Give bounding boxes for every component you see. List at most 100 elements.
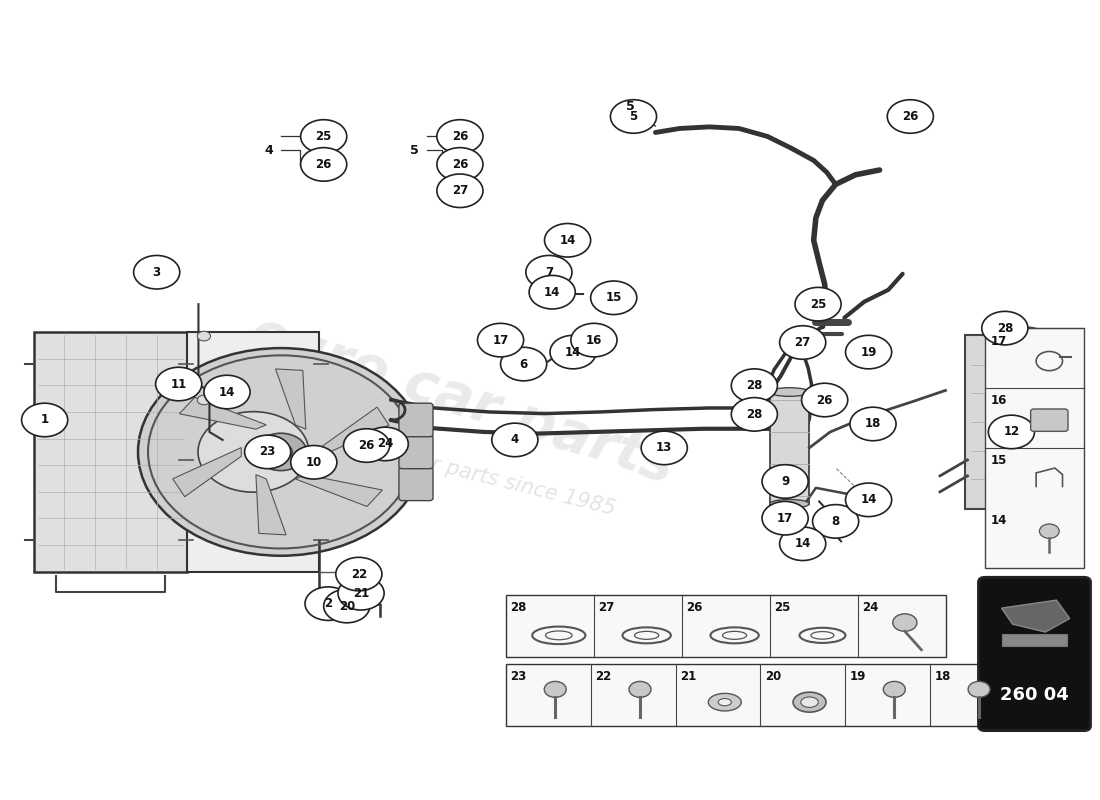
- Text: 28: 28: [746, 379, 762, 392]
- Circle shape: [802, 383, 848, 417]
- Circle shape: [133, 255, 179, 289]
- Text: 20: 20: [339, 599, 355, 613]
- FancyBboxPatch shape: [506, 663, 1014, 726]
- Text: 15: 15: [605, 291, 621, 304]
- FancyBboxPatch shape: [1001, 634, 1067, 646]
- FancyBboxPatch shape: [979, 578, 1090, 730]
- Text: 26: 26: [902, 110, 918, 123]
- Circle shape: [544, 682, 566, 698]
- Text: 14: 14: [565, 346, 581, 358]
- Ellipse shape: [708, 694, 741, 711]
- Text: 28: 28: [510, 602, 527, 614]
- Circle shape: [526, 255, 572, 289]
- Ellipse shape: [801, 697, 818, 707]
- Text: 7: 7: [544, 266, 553, 278]
- Circle shape: [571, 323, 617, 357]
- Ellipse shape: [770, 388, 810, 396]
- Ellipse shape: [770, 499, 810, 508]
- Text: euro car parts: euro car parts: [243, 306, 681, 494]
- Circle shape: [300, 120, 346, 154]
- FancyBboxPatch shape: [34, 332, 187, 572]
- Circle shape: [591, 281, 637, 314]
- Text: 8: 8: [832, 515, 839, 528]
- Circle shape: [492, 423, 538, 457]
- Circle shape: [732, 369, 778, 402]
- Text: 9: 9: [781, 475, 789, 488]
- Circle shape: [477, 323, 524, 357]
- Circle shape: [762, 502, 808, 535]
- Text: 6: 6: [519, 358, 528, 370]
- Text: 28: 28: [997, 322, 1013, 334]
- Circle shape: [197, 331, 210, 341]
- Text: 3: 3: [153, 266, 161, 278]
- Circle shape: [968, 682, 990, 698]
- Circle shape: [732, 398, 778, 431]
- Circle shape: [255, 434, 307, 470]
- Circle shape: [780, 527, 826, 561]
- Circle shape: [437, 174, 483, 207]
- Text: 25: 25: [810, 298, 826, 310]
- Polygon shape: [179, 398, 266, 429]
- Circle shape: [529, 275, 575, 309]
- Text: 26: 26: [816, 394, 833, 406]
- Circle shape: [846, 335, 892, 369]
- Circle shape: [362, 427, 408, 461]
- Text: 27: 27: [794, 336, 811, 349]
- Circle shape: [343, 429, 389, 462]
- Text: 26: 26: [452, 158, 469, 171]
- Text: 1: 1: [41, 414, 48, 426]
- FancyBboxPatch shape: [506, 595, 946, 657]
- Text: 14: 14: [560, 234, 575, 246]
- Text: 19: 19: [849, 670, 866, 683]
- Text: 22: 22: [595, 670, 612, 683]
- Circle shape: [270, 444, 293, 460]
- Circle shape: [197, 395, 210, 405]
- Circle shape: [813, 505, 859, 538]
- Circle shape: [500, 347, 547, 381]
- Polygon shape: [256, 474, 286, 535]
- Text: 5: 5: [410, 143, 419, 157]
- Circle shape: [982, 311, 1027, 345]
- FancyBboxPatch shape: [770, 392, 810, 504]
- Text: 25: 25: [316, 130, 332, 143]
- Text: a passion for parts since 1985: a passion for parts since 1985: [307, 424, 617, 520]
- Ellipse shape: [718, 698, 732, 706]
- Text: 27: 27: [452, 184, 468, 198]
- Text: 17: 17: [990, 334, 1006, 347]
- Circle shape: [544, 223, 591, 257]
- Text: 27: 27: [598, 602, 615, 614]
- Text: 14: 14: [544, 286, 560, 298]
- Text: 14: 14: [219, 386, 235, 398]
- Text: 4: 4: [264, 143, 273, 157]
- Circle shape: [795, 287, 842, 321]
- Polygon shape: [1001, 600, 1069, 632]
- Polygon shape: [173, 447, 241, 497]
- Circle shape: [780, 326, 826, 359]
- Circle shape: [888, 100, 934, 134]
- FancyBboxPatch shape: [187, 332, 319, 572]
- Text: 12: 12: [1003, 426, 1020, 438]
- Circle shape: [336, 558, 382, 591]
- Circle shape: [550, 335, 596, 369]
- Circle shape: [338, 577, 384, 610]
- Text: 14: 14: [860, 494, 877, 506]
- Text: 14: 14: [794, 538, 811, 550]
- Text: 13: 13: [656, 442, 672, 454]
- Text: 23: 23: [510, 670, 527, 683]
- Text: 260 04: 260 04: [1000, 686, 1069, 705]
- Text: 2: 2: [324, 597, 332, 610]
- Circle shape: [138, 348, 424, 556]
- Text: 16: 16: [586, 334, 602, 346]
- Circle shape: [244, 435, 290, 469]
- Text: 19: 19: [860, 346, 877, 358]
- Polygon shape: [296, 474, 383, 506]
- Circle shape: [22, 403, 68, 437]
- Text: 21: 21: [680, 670, 696, 683]
- Text: 25: 25: [774, 602, 791, 614]
- Text: 26: 26: [359, 439, 375, 452]
- Circle shape: [437, 120, 483, 154]
- Circle shape: [437, 148, 483, 181]
- FancyBboxPatch shape: [966, 334, 1004, 510]
- Polygon shape: [320, 407, 389, 456]
- Circle shape: [641, 431, 688, 465]
